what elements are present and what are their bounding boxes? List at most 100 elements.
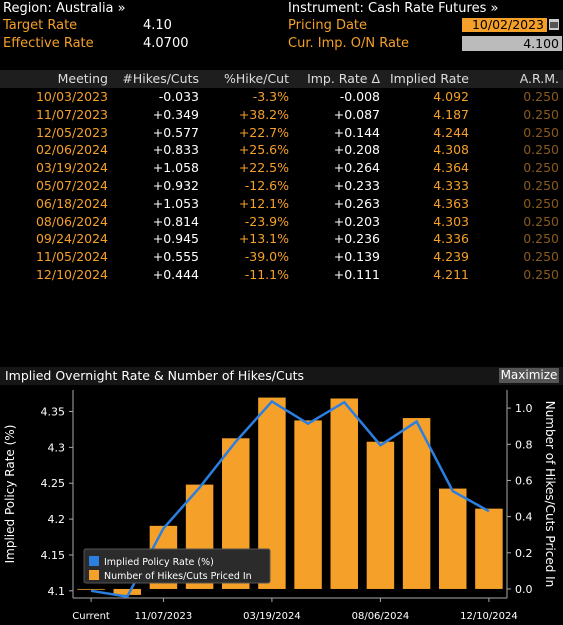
y-left-tick-label: 4.35 [41, 406, 66, 419]
cell-arm: 0.250 [523, 195, 559, 211]
cell-arm: 0.250 [523, 231, 559, 247]
cell-hikes-cuts: +0.577 [152, 124, 199, 140]
cell-implied-rate: 4.211 [433, 267, 469, 282]
cell-imp-rate-delta: +0.264 [333, 160, 380, 176]
legend-swatch-line [89, 556, 99, 566]
pricing-date-input[interactable]: 10/02/2023 [462, 18, 547, 32]
cell-meeting-date: 06/18/2024 [35, 195, 108, 211]
cell-meeting-date: 12/10/2024 [35, 267, 108, 282]
x-tick-label: 08/06/2024 [352, 611, 410, 622]
table-row[interactable]: 11/05/2024 +0.555 -39.0% +0.139 4.239 0.250 [0, 248, 563, 266]
cell-meeting-date: 08/06/2024 [35, 213, 108, 229]
cell-pct-hike-cut: +25.6% [238, 142, 289, 158]
table-row[interactable]: 08/06/2024 +0.814 -23.9% +0.203 4.303 0.250 [0, 213, 563, 231]
line-implied-rate [90, 399, 490, 598]
cell-hikes-cuts: +0.932 [152, 178, 199, 193]
table-row[interactable]: 06/18/2024 +1.053 +12.1% +0.263 4.363 0.250 [0, 195, 563, 213]
y-left-axis-title: Implied Policy Rate (%) [3, 425, 17, 564]
bar-hikes-cuts [475, 508, 503, 589]
y-right-tick-label: 0.6 [515, 474, 533, 487]
cell-imp-rate-delta: -0.008 [339, 89, 380, 104]
table-row[interactable]: 10/03/2023 -0.033 -3.3% -0.008 4.092 0.250 [0, 88, 563, 106]
x-tick-label: 11/07/2023 [135, 611, 193, 622]
target-rate-label: Target Rate [3, 18, 78, 33]
table-row[interactable]: 12/05/2023 +0.577 +22.7% +0.144 4.244 0.250 [0, 124, 563, 142]
y-right-axis-title: Number of Hikes/Cuts Priced In [543, 401, 557, 588]
col-imp-rate-delta[interactable]: Imp. Rate Δ [307, 71, 380, 86]
table-row[interactable]: 12/10/2024 +0.444 -11.1% +0.111 4.211 0.250 [0, 266, 563, 284]
table-row[interactable]: 11/07/2023 +0.349 +38.2% +0.087 4.187 0.250 [0, 106, 563, 124]
instrument-selector[interactable]: Instrument: Cash Rate Futures » [288, 1, 499, 16]
x-tick-label: Current [72, 611, 110, 622]
cell-implied-rate: 4.363 [433, 195, 469, 211]
y-left-tick-label: 4.15 [41, 549, 66, 562]
y-left-tick-label: 4.3 [48, 441, 66, 454]
cell-pct-hike-cut: +38.2% [238, 106, 289, 122]
cell-pct-hike-cut: +12.1% [238, 195, 289, 211]
cell-meeting-date: 03/19/2024 [35, 160, 108, 176]
y-left-tick-label: 4.25 [41, 477, 66, 490]
cell-imp-rate-delta: +0.144 [333, 124, 380, 140]
effective-rate-value: 4.0700 [143, 36, 189, 51]
maximize-button[interactable]: Maximize [499, 368, 559, 383]
cell-implied-rate: 4.244 [433, 124, 469, 140]
table-row[interactable]: 02/06/2024 +0.833 +25.6% +0.208 4.308 0.250 [0, 141, 563, 159]
cell-pct-hike-cut: +13.1% [238, 231, 289, 247]
cur-imp-rate-label: Cur. Imp. O/N Rate [288, 36, 410, 51]
col-hikes-cuts[interactable]: #Hikes/Cuts [122, 71, 199, 86]
cell-pct-hike-cut: -11.1% [244, 267, 289, 282]
cell-hikes-cuts: +1.058 [152, 160, 199, 176]
cell-meeting-date: 11/05/2024 [35, 249, 108, 265]
cell-arm: 0.250 [523, 178, 559, 193]
bar-hikes-cuts [439, 488, 467, 589]
bar-hikes-cuts [402, 418, 431, 589]
cell-imp-rate-delta: +0.087 [333, 106, 380, 122]
cell-pct-hike-cut: -39.0% [244, 249, 289, 265]
cell-arm: 0.250 [523, 106, 559, 122]
region-selector[interactable]: Region: Australia » [3, 1, 126, 16]
cell-implied-rate: 4.187 [433, 106, 469, 122]
cell-hikes-cuts: +0.814 [152, 213, 199, 229]
cell-implied-rate: 4.333 [433, 178, 469, 193]
col-arm[interactable]: A.R.M. [519, 71, 559, 86]
cell-implied-rate: 4.364 [433, 160, 469, 176]
y-right-tick-label: 1.0 [515, 402, 533, 415]
cell-hikes-cuts: +0.833 [152, 142, 199, 158]
cur-imp-rate-input[interactable]: 4.100 [462, 36, 562, 51]
cell-arm: 0.250 [523, 267, 559, 282]
cell-implied-rate: 4.336 [433, 231, 469, 247]
cell-meeting-date: 05/07/2024 [35, 178, 108, 193]
cell-implied-rate: 4.308 [433, 142, 469, 158]
legend-swatch-bar [89, 570, 99, 580]
bar-hikes-cuts [77, 588, 105, 590]
col-meeting[interactable]: Meeting [57, 71, 108, 86]
bar-hikes-cuts [330, 398, 358, 589]
table-row[interactable]: 03/19/2024 +1.058 +22.5% +0.264 4.364 0.250 [0, 159, 563, 177]
cell-arm: 0.250 [523, 249, 559, 265]
pricing-date-label: Pricing Date [288, 18, 368, 33]
cell-imp-rate-delta: +0.208 [333, 142, 380, 158]
cell-hikes-cuts: -0.033 [158, 89, 199, 104]
cell-pct-hike-cut: -23.9% [244, 213, 289, 229]
x-tick-label: 03/19/2024 [243, 611, 301, 622]
cell-meeting-date: 10/03/2023 [35, 89, 108, 104]
cell-meeting-date: 12/05/2023 [35, 124, 108, 140]
cell-arm: 0.250 [523, 213, 559, 229]
table-row[interactable]: 05/07/2024 +0.932 -12.6% +0.233 4.333 0.250 [0, 177, 563, 195]
cell-hikes-cuts: +0.555 [152, 249, 199, 265]
cell-meeting-date: 09/24/2024 [35, 231, 108, 247]
target-rate-value: 4.10 [143, 18, 172, 33]
y-right-tick-label: 0.0 [515, 583, 533, 596]
col-pct-hike-cut[interactable]: %Hike/Cut [224, 71, 289, 86]
cell-arm: 0.250 [523, 124, 559, 140]
cell-imp-rate-delta: +0.139 [333, 249, 380, 265]
cell-pct-hike-cut: +22.7% [238, 124, 289, 140]
col-implied-rate[interactable]: Implied Rate [389, 71, 469, 86]
bar-hikes-cuts [294, 420, 322, 589]
cell-imp-rate-delta: +0.263 [333, 195, 380, 211]
table-row[interactable]: 09/24/2024 +0.945 +13.1% +0.236 4.336 0.250 [0, 230, 563, 248]
calendar-icon[interactable] [549, 19, 559, 30]
cell-imp-rate-delta: +0.233 [333, 178, 380, 193]
y-right-tick-label: 0.4 [515, 511, 533, 524]
y-right-tick-label: 0.8 [515, 438, 533, 451]
